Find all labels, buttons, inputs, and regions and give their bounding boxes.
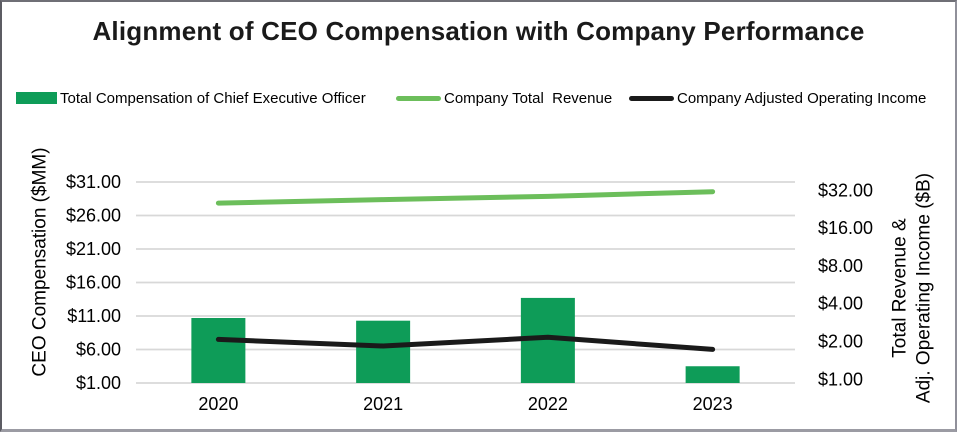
- left-axis-tick: $31.00: [66, 172, 121, 192]
- line-swatch-icon: [629, 95, 674, 101]
- left-axis-tick: $16.00: [66, 273, 121, 293]
- bar-2020: [191, 318, 246, 383]
- x-axis-label: 2022: [528, 394, 568, 414]
- left-axis-tick: $6.00: [76, 340, 121, 360]
- right-axis-tick: $16.00: [818, 218, 873, 238]
- legend-label: Total Compensation of Chief Executive Of…: [60, 89, 366, 107]
- left-axis-tick: $26.00: [66, 206, 121, 226]
- legend-item-ceo-compensation: Total Compensation of Chief Executive Of…: [16, 89, 366, 107]
- right-axis-tick: $8.00: [818, 256, 863, 276]
- right-axis-tick: $2.00: [818, 332, 863, 352]
- operating-income-line: [215, 334, 716, 352]
- legend-item-total-revenue: Company Total Revenue: [396, 89, 612, 107]
- legend-label: Company Adjusted Operating Income: [677, 89, 927, 107]
- x-axis-label: 2023: [693, 394, 733, 414]
- chart-title: Alignment of CEO Compensation with Compa…: [92, 16, 865, 46]
- right-axis-title-line2: Adj. Operating Income ($B): [914, 173, 935, 403]
- left-axis-title: CEO Compensation ($MM): [30, 147, 51, 376]
- bar-swatch-icon: [16, 92, 57, 104]
- left-axis-tick: $21.00: [66, 239, 121, 259]
- x-axis-label: 2020: [198, 394, 238, 414]
- bar-2023: [685, 366, 740, 383]
- bar-2021: [356, 320, 411, 383]
- x-axis-label: 2021: [363, 394, 403, 414]
- right-axis-tick: $1.00: [818, 369, 863, 389]
- right-axis-tick: $4.00: [818, 294, 863, 314]
- right-axis-tick: $32.00: [818, 180, 873, 200]
- revenue-line: [215, 189, 716, 206]
- line-swatch-icon: [396, 95, 441, 101]
- legend-item-operating-income: Company Adjusted Operating Income: [629, 89, 926, 107]
- left-axis-tick: $11.00: [67, 306, 121, 326]
- left-axis-tick: $1.00: [76, 373, 121, 393]
- right-axis-title-line1: Total Revenue &: [890, 218, 911, 358]
- legend-label: Company Total Revenue: [444, 89, 613, 107]
